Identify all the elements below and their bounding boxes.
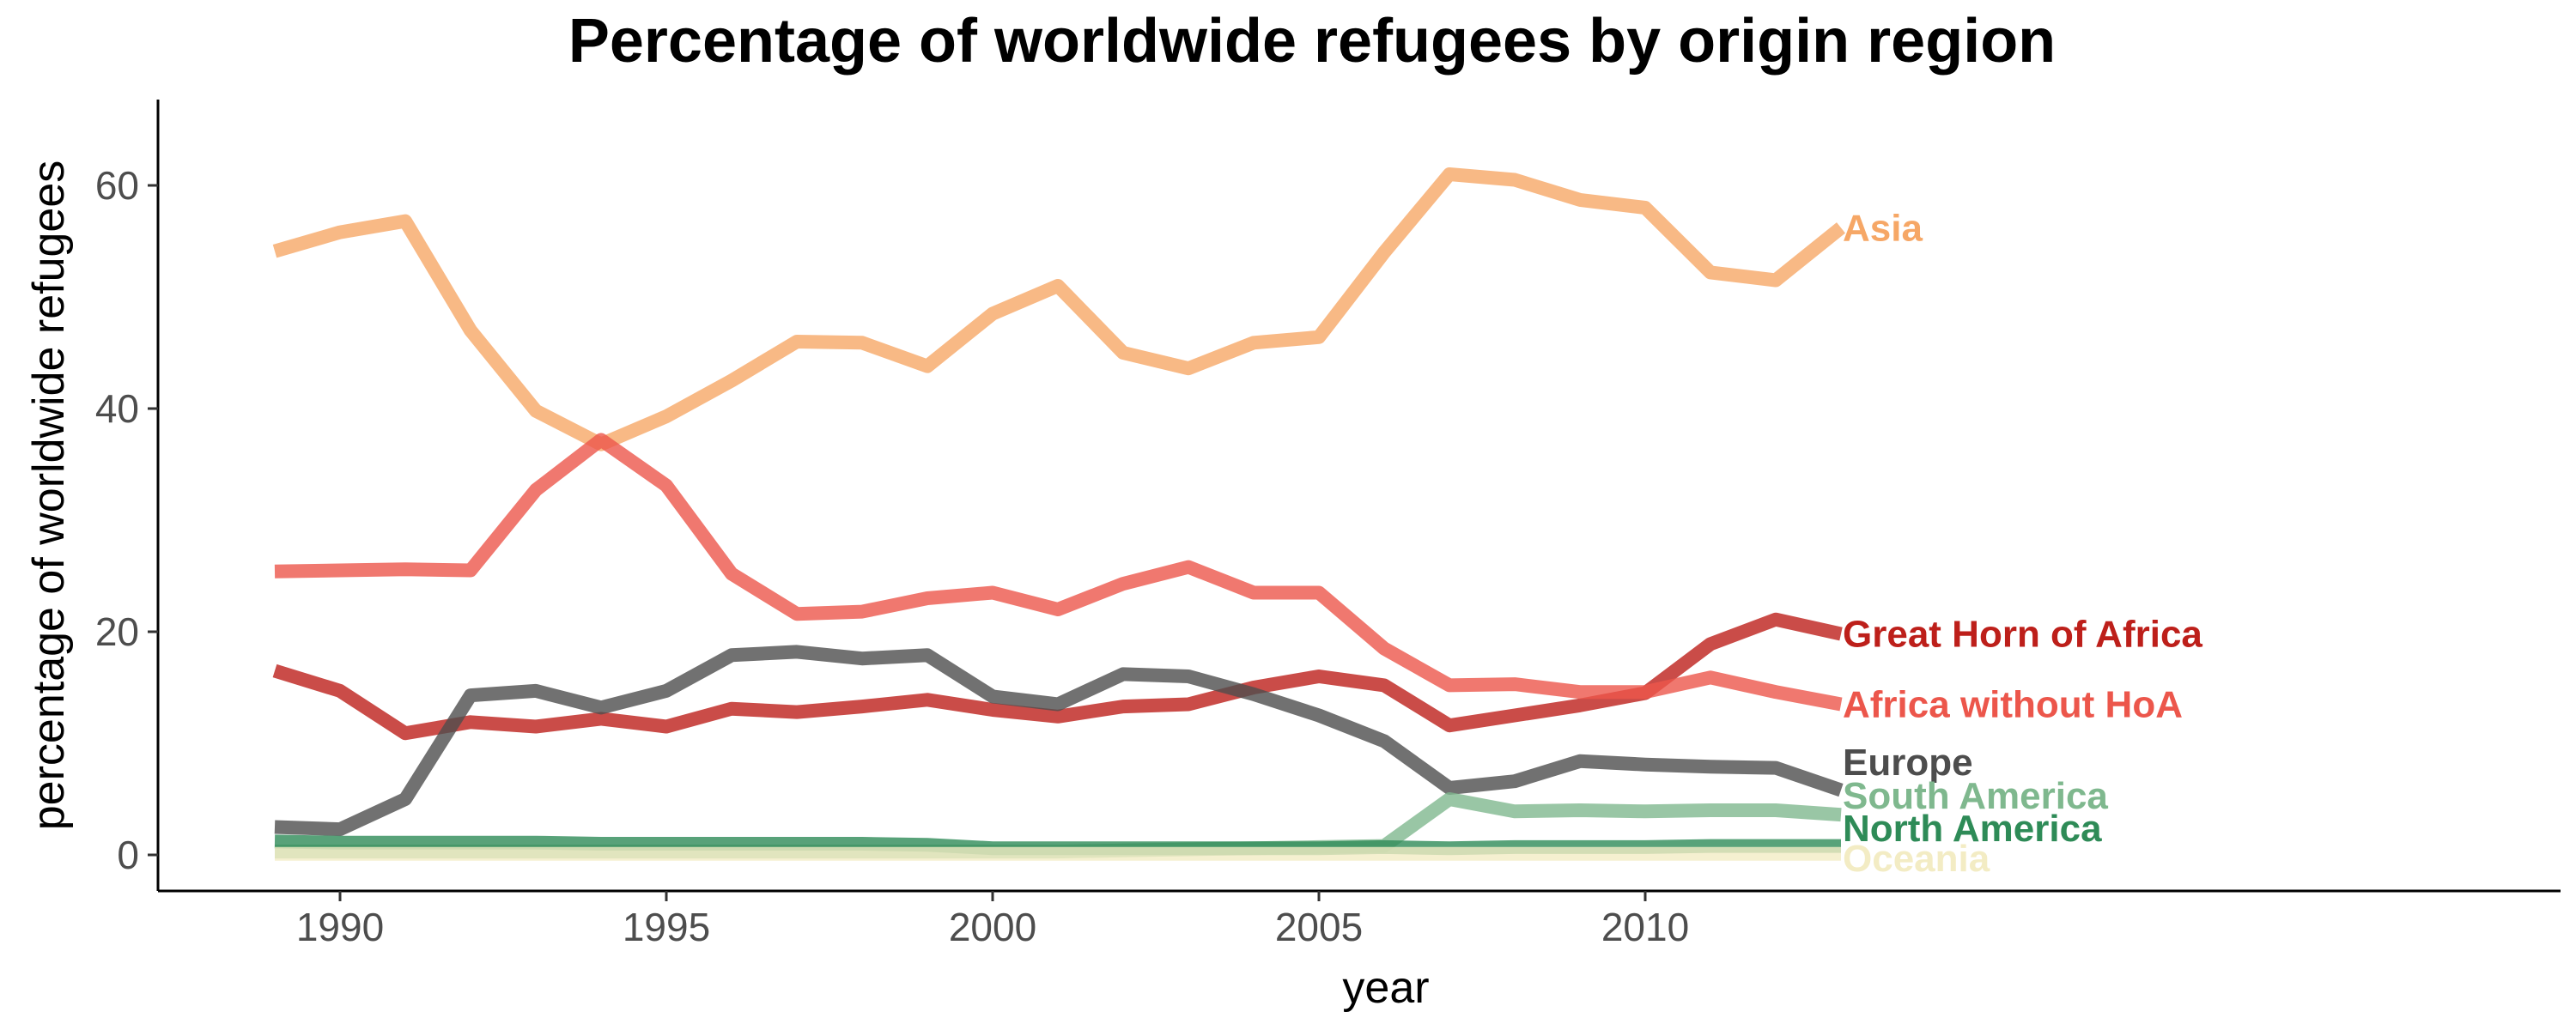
series-label-asia: Asia xyxy=(1843,207,1923,249)
series-label-oceania: Oceania xyxy=(1843,838,1990,880)
x-tick-label: 2005 xyxy=(1275,905,1363,949)
y-tick-label: 40 xyxy=(95,386,139,431)
series-label-great-horn-of-africa: Great Horn of Africa xyxy=(1843,614,2202,656)
ticks: 1990 1995 2000 2005 2010 0 20 40 60 xyxy=(95,163,1689,949)
series-line-asia xyxy=(272,167,1846,451)
x-tick-label: 1990 xyxy=(296,905,384,949)
axes xyxy=(156,100,2561,893)
chart-title: Percentage of worldwide refugees by orig… xyxy=(568,7,2056,76)
y-tick-label: 0 xyxy=(117,833,139,877)
x-axis-title: year xyxy=(1342,963,1429,1013)
series-label-south-america: South America xyxy=(1843,775,2108,817)
series-label-north-america: North America xyxy=(1843,808,2102,850)
x-tick-label: 1995 xyxy=(623,905,710,949)
y-tick-label: 60 xyxy=(95,163,139,208)
series-line-great-horn-of-africa xyxy=(272,612,1843,741)
series-end-labels: Asia Great Horn of Africa Africa without H… xyxy=(1843,207,2202,880)
x-tick-label: 2010 xyxy=(1601,905,1689,949)
series-label-africa-without-hoa: Africa without HoA xyxy=(1843,684,2183,726)
y-axis-title: percentage of worldwide refugees xyxy=(24,161,74,830)
x-tick-label: 2000 xyxy=(949,905,1036,949)
y-tick-label: 20 xyxy=(95,609,139,654)
series-label-europe: Europe xyxy=(1843,742,1973,784)
series-line-africa-without-hoa xyxy=(274,433,1843,712)
series-lines xyxy=(272,167,1846,861)
series-line-europe xyxy=(274,645,1844,837)
